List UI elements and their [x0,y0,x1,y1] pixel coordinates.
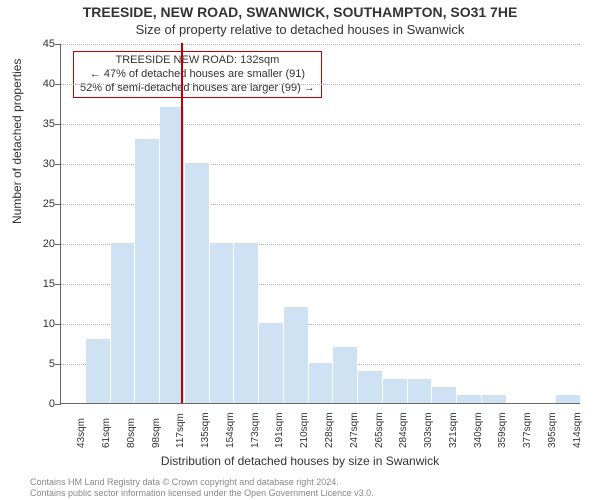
x-axis-label: Distribution of detached houses by size … [0,454,600,468]
gridline [61,84,580,85]
chart-container: TREESIDE, NEW ROAD, SWANWICK, SOUTHAMPTO… [0,0,600,500]
x-tick-label: 117sqm [175,413,186,448]
marker-annotation: TREESIDE NEW ROAD: 132sqm ← 47% of detac… [73,51,322,98]
histogram-bar [432,387,457,403]
y-tick-label: 0 [29,398,55,410]
x-tick-label: 191sqm [274,412,285,448]
x-tick-label: 377sqm [522,412,533,448]
x-tick-label: 154sqm [225,412,236,448]
chart-subtitle: Size of property relative to detached ho… [0,22,600,37]
annotation-line-2: ← 47% of detached houses are smaller (91… [90,68,305,80]
x-tick-label: 80sqm [126,418,137,448]
y-tick [55,84,61,85]
x-tick-label: 173sqm [250,412,261,448]
x-tick-label: 321sqm [448,412,459,448]
histogram-bar [284,307,309,403]
histogram-bar [309,363,334,403]
histogram-bar [86,339,111,403]
y-tick-label: 15 [29,278,55,290]
histogram-bar [408,379,433,403]
x-tick-label: 247sqm [349,412,360,448]
x-tick-label: 61sqm [101,418,112,448]
y-tick [55,404,61,405]
y-tick-label: 30 [29,158,55,170]
plot-area: TREESIDE NEW ROAD: 132sqm ← 47% of detac… [60,44,580,404]
property-marker-line [181,43,183,403]
x-tick-label: 210sqm [299,412,310,448]
y-tick-label: 45 [29,38,55,50]
gridline [61,124,580,125]
footer-line-1: Contains HM Land Registry data © Crown c… [30,477,339,487]
y-tick-label: 25 [29,198,55,210]
y-tick [55,204,61,205]
footer-line-2: Contains public sector information licen… [30,488,374,498]
x-tick-label: 135sqm [200,412,211,448]
footer-attribution: Contains HM Land Registry data © Crown c… [30,477,374,498]
x-tick-label: 265sqm [374,412,385,448]
x-tick-label: 284sqm [398,412,409,448]
histogram-bar [185,163,210,403]
x-tick-label: 98sqm [151,418,162,448]
histogram-bar [333,347,358,403]
y-tick [55,124,61,125]
y-tick [55,164,61,165]
histogram-bar [457,395,482,403]
y-axis-label: Number of detached properties [10,59,24,224]
y-tick-label: 40 [29,78,55,90]
histogram-bar [383,379,408,403]
histogram-bar [234,243,259,403]
histogram-bar [210,243,235,403]
y-tick-label: 35 [29,118,55,130]
x-tick-label: 303sqm [423,412,434,448]
x-tick-label: 359sqm [497,412,508,448]
x-tick-label: 395sqm [547,412,558,448]
chart-title: TREESIDE, NEW ROAD, SWANWICK, SOUTHAMPTO… [0,4,600,20]
x-tick-label: 414sqm [572,412,583,448]
histogram-bar [259,323,284,403]
histogram-bar [556,395,581,403]
y-tick [55,324,61,325]
y-tick-label: 5 [29,358,55,370]
histogram-bar [358,371,383,403]
gridline [61,44,580,45]
histogram-bar [135,139,160,403]
y-tick [55,364,61,365]
y-tick-label: 20 [29,238,55,250]
histogram-bar [111,243,136,403]
annotation-line-1: TREESIDE NEW ROAD: 132sqm [115,54,279,66]
y-tick [55,284,61,285]
y-tick-label: 10 [29,318,55,330]
x-tick-label: 340sqm [473,412,484,448]
y-tick [55,44,61,45]
histogram-bar [482,395,507,403]
x-tick-label: 43sqm [76,418,87,448]
y-tick [55,244,61,245]
x-tick-label: 228sqm [324,412,335,448]
